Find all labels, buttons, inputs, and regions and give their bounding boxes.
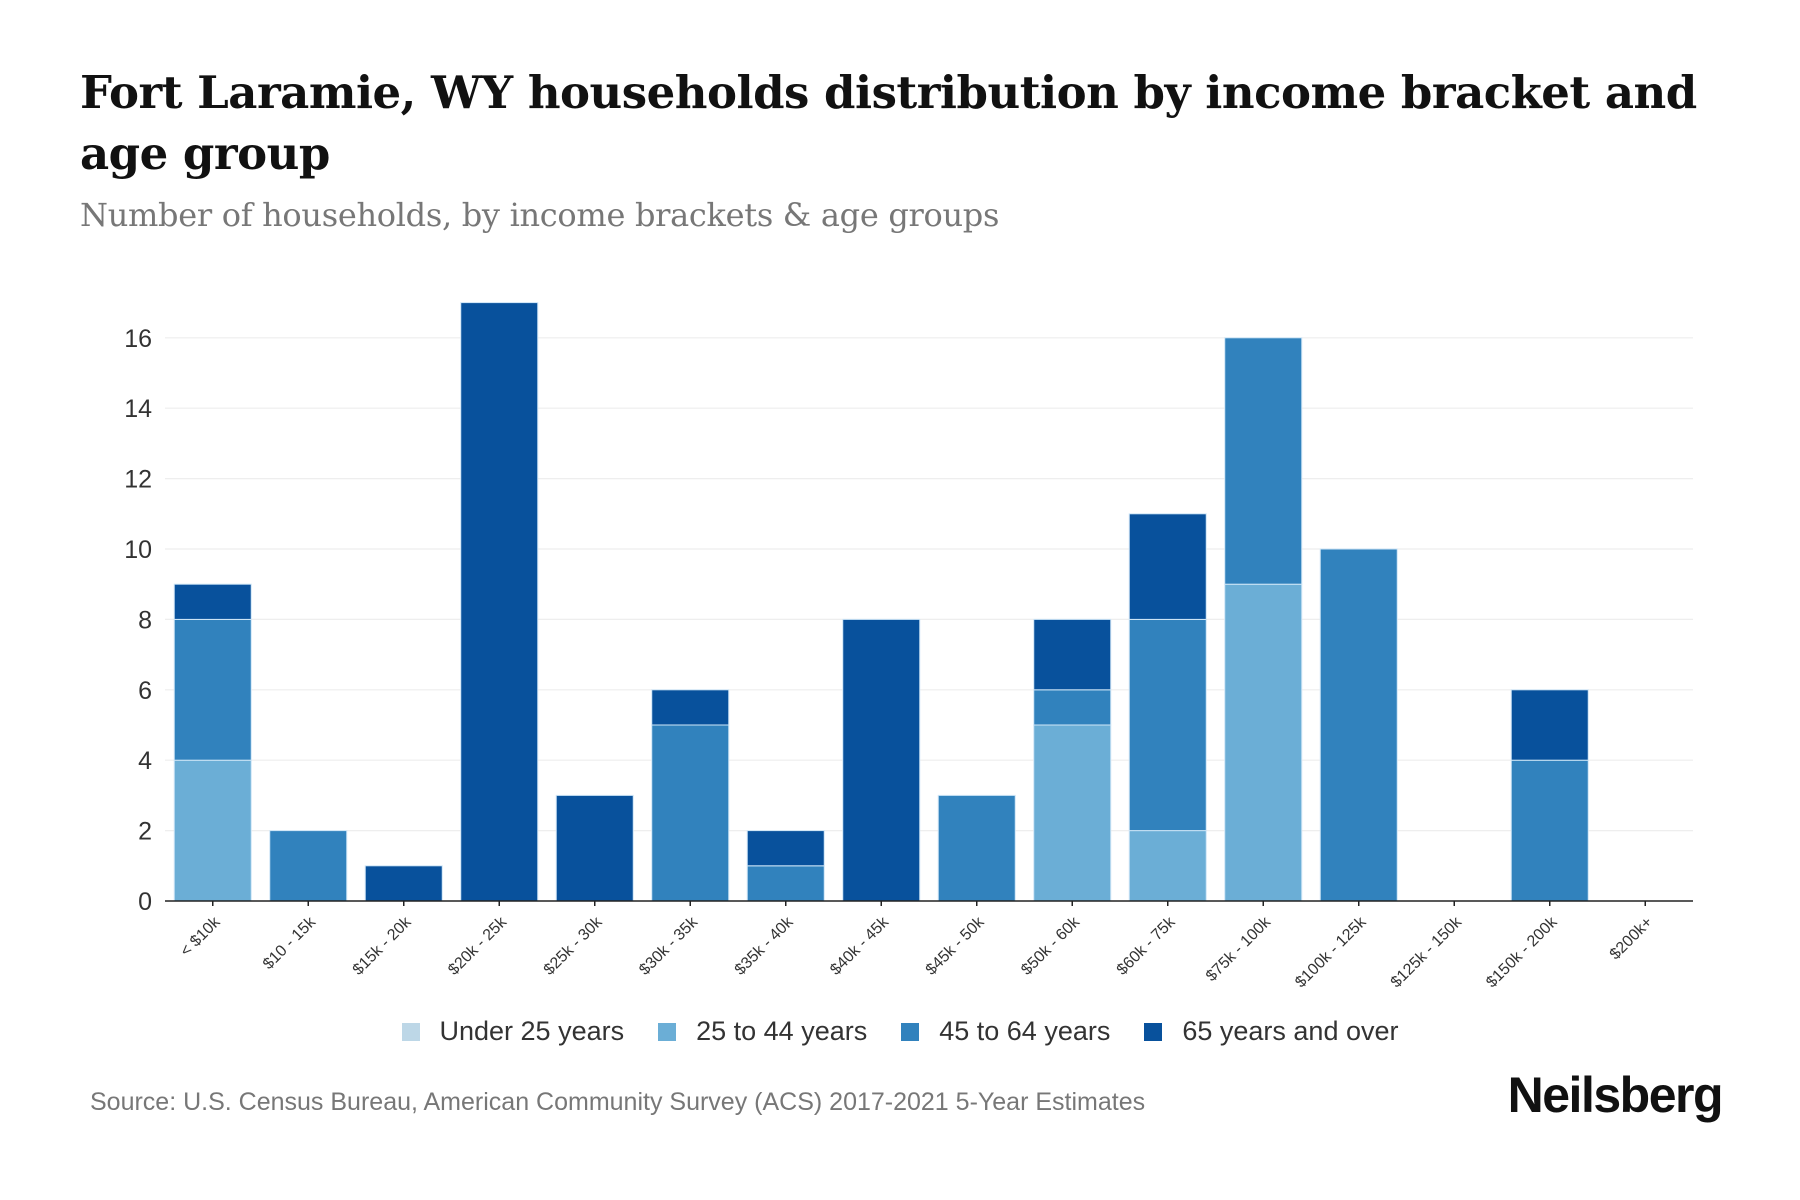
legend-label: Under 25 years <box>439 1016 625 1046</box>
bar-segment <box>1510 759 1589 902</box>
legend-swatch-icon <box>1144 1022 1163 1041</box>
x-tick-label: $75k - 100k <box>1203 913 1275 985</box>
bar-segment <box>842 618 921 902</box>
gridlines <box>165 337 1693 832</box>
x-tick-label: $45k - 50k <box>923 913 989 979</box>
stacked-bar-chart: 0 2 4 6 8 10 12 14 16 < $10k $10 - 15k $15k - 20k $… <box>124 302 1693 991</box>
y-tick-label: 6 <box>138 677 152 705</box>
y-tick-label: 14 <box>124 395 152 423</box>
y-tick-label: 2 <box>138 818 152 846</box>
bar-segment <box>651 724 730 902</box>
legend-label: 65 years and over <box>1182 1016 1399 1046</box>
bar-segment <box>1033 618 1112 691</box>
legend-swatch-icon <box>901 1022 920 1041</box>
bar-segment <box>1510 689 1589 761</box>
legend-item-65-over: 65 years and over <box>1144 1016 1399 1047</box>
bar-segment <box>364 865 443 902</box>
legend-item-25-44: 25 to 44 years <box>658 1016 867 1047</box>
bars <box>173 302 1589 902</box>
x-tick-label: $200k+ <box>1607 914 1656 963</box>
legend-item-under-25: Under 25 years <box>401 1016 625 1047</box>
bar-segment <box>173 618 252 761</box>
legend-label: 45 to 64 years <box>939 1016 1111 1046</box>
brand-logo: Neilsberg <box>1507 1067 1724 1123</box>
bar-segment <box>1033 724 1112 902</box>
bar-segment <box>1128 830 1207 902</box>
bar-segment <box>173 759 252 902</box>
legend: Under 25 years 25 to 44 years 45 to 64 y… <box>0 1016 1800 1047</box>
legend-item-45-64: 45 to 64 years <box>901 1016 1110 1047</box>
x-tick-label: $25k - 30k <box>541 913 607 979</box>
bar-segment <box>746 865 825 902</box>
legend-label: 25 to 44 years <box>696 1016 868 1046</box>
x-tick-label: $50k - 60k <box>1018 913 1084 979</box>
x-tick-label: $10 - 15k <box>260 913 320 973</box>
bar-segment <box>651 689 730 726</box>
x-tick-label: $40k - 45k <box>827 913 893 979</box>
y-tick-label: 0 <box>138 888 152 916</box>
bar-segment <box>1033 689 1112 726</box>
bar-segment <box>1319 548 1398 902</box>
x-tick-label: $60k - 75k <box>1114 913 1180 979</box>
y-tick-label: 10 <box>124 536 152 564</box>
source-note: Source: U.S. Census Bureau, American Com… <box>90 1088 1146 1116</box>
x-tick-label: $150k - 200k <box>1483 913 1561 991</box>
y-axis-ticks: 0 2 4 6 8 10 12 14 16 <box>124 325 152 916</box>
bar-segment <box>937 794 1016 902</box>
bar-segment <box>173 583 252 620</box>
chart-subtitle: Number of households, by income brackets… <box>80 196 1000 234</box>
bar-segment <box>1224 337 1303 585</box>
bar-segment <box>1128 618 1207 832</box>
bar-segment <box>269 830 348 902</box>
bar-segment <box>460 302 539 902</box>
bar-segment <box>1128 513 1207 620</box>
x-tick-label: $125k - 150k <box>1388 913 1466 991</box>
y-tick-label: 12 <box>124 466 152 494</box>
y-tick-label: 8 <box>138 606 152 634</box>
bar-segment <box>1224 583 1303 902</box>
x-tick-label: $20k - 25k <box>445 913 511 979</box>
chart-title: Fort Laramie, WY households distribution… <box>80 66 1697 180</box>
bar-segment <box>746 830 825 867</box>
legend-swatch-icon <box>658 1022 677 1041</box>
y-tick-label: 16 <box>124 325 152 353</box>
y-tick-label: 4 <box>138 747 152 775</box>
x-tick-label: < $10k <box>177 913 224 960</box>
x-tick-label: $30k - 35k <box>636 913 702 979</box>
bar-segment <box>555 794 634 902</box>
x-tick-label: $15k - 20k <box>350 913 416 979</box>
x-tick-label: $35k - 40k <box>732 913 798 979</box>
x-tick-label: $100k - 125k <box>1292 913 1370 991</box>
x-axis-ticks: < $10k $10 - 15k $15k - 20k $20k - 25k $25k … <box>177 901 1656 991</box>
legend-swatch-icon <box>401 1022 420 1041</box>
